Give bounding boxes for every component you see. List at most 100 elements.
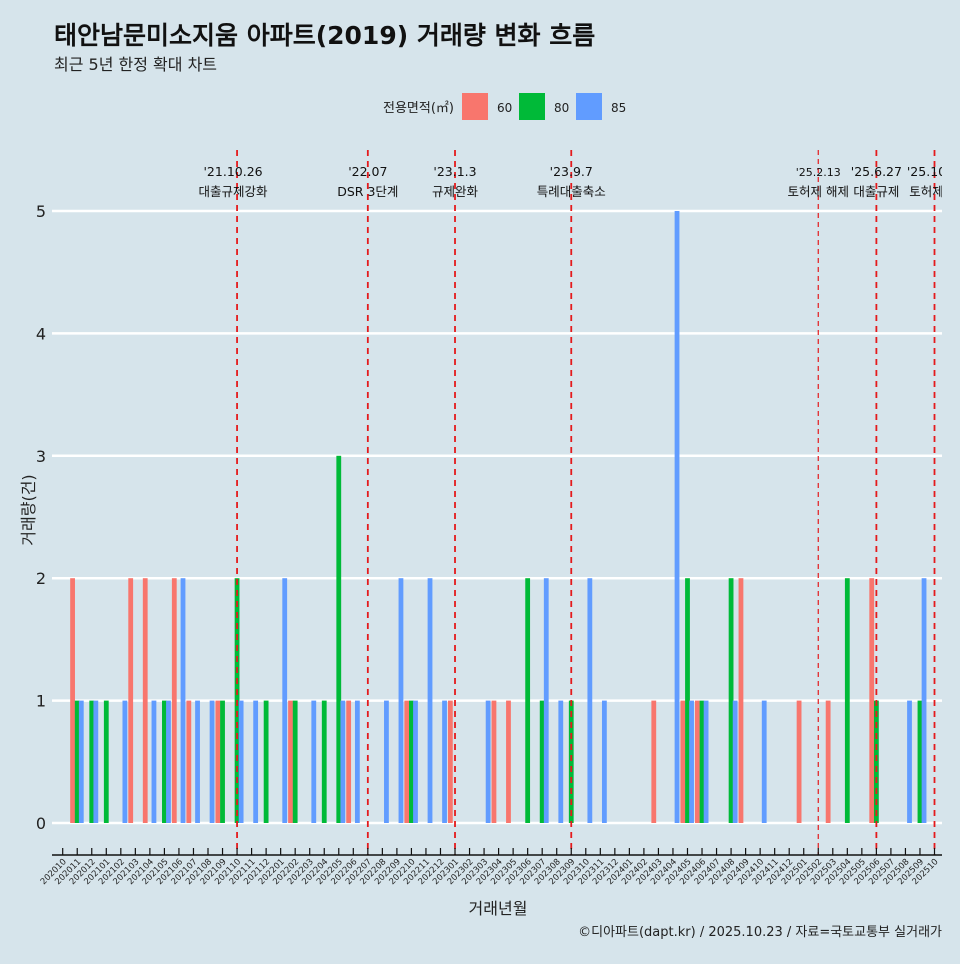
bar-85-202303	[485, 700, 491, 823]
event-date: '23.1.3	[433, 164, 476, 179]
bar-60-202103	[128, 578, 134, 823]
bar-85-202410	[761, 700, 767, 823]
bar-80-202012	[89, 700, 95, 823]
bar-85-202102	[122, 700, 128, 823]
bar-85-202108	[209, 700, 215, 823]
legend-swatch-60	[462, 93, 488, 120]
event-label: 토허제 해제	[788, 184, 849, 199]
bar-80-202306	[525, 578, 531, 823]
y-tick-label: 1	[36, 692, 46, 711]
legend-title: 전용면적(㎡)	[383, 101, 454, 116]
bar-80-202205	[336, 455, 342, 823]
bar-85-202110	[238, 700, 244, 823]
bar-85-202406	[703, 700, 709, 823]
bar-80-202204	[321, 700, 327, 823]
legend: 전용면적(㎡) 60 80 85	[383, 93, 626, 120]
bar-60-202304	[491, 700, 497, 823]
bar-60-202403	[651, 700, 657, 823]
event-label: 규제완화	[432, 184, 479, 199]
bar-85-202012	[93, 700, 99, 823]
event-lines: '21.10.26 대출규제강화 '22.07 DSR 3단계 '23.1.3 규제완화 '…	[199, 150, 946, 855]
bar-85-202508	[907, 700, 912, 823]
bar-80-202506	[873, 700, 879, 823]
bar-80-202408	[728, 578, 734, 823]
bar-80-202011	[74, 700, 80, 823]
y-tick-label: 5	[36, 202, 46, 221]
bar-60-202501	[796, 700, 802, 823]
bar-60-202104	[142, 578, 148, 823]
bar-80-202307	[539, 700, 545, 823]
chart-subtitle: 최근 5년 한정 확대 차트	[54, 55, 217, 74]
bar-80-202101	[103, 700, 109, 823]
bar-60-202106	[171, 578, 177, 823]
y-tick-label: 2	[36, 569, 46, 588]
bar-60-202206	[346, 700, 352, 823]
bar-85-202212	[442, 700, 447, 823]
bar-60-202202	[288, 700, 293, 823]
y-axis-label: 거래량(건)	[19, 474, 38, 545]
bar-80-202309	[568, 700, 574, 823]
bar-60-202506	[869, 578, 875, 823]
bar-60-202503	[825, 700, 831, 823]
bar-80-202105	[162, 700, 167, 823]
bar-60-202301	[447, 700, 453, 823]
bar-85-202310	[587, 578, 593, 823]
y-tick-label: 3	[36, 447, 46, 466]
bar-80-202112	[263, 700, 269, 823]
bar-80-202406	[699, 700, 705, 823]
bars	[70, 211, 927, 823]
event-label: 대출규제강화	[199, 184, 269, 199]
chart-title: 태안남문미소지움 아파트(2019) 거래량 변화 흐름	[54, 21, 595, 50]
event-label: 토허제	[909, 184, 944, 199]
bar-85-202209	[398, 578, 404, 823]
legend-swatch-85	[576, 93, 602, 120]
bar-85-202203	[311, 700, 317, 823]
bar-80-202405	[685, 578, 690, 823]
event-date: '23.9.7	[550, 164, 593, 179]
bar-60-202305	[506, 700, 511, 823]
bar-85-202210	[413, 700, 418, 823]
bar-60-202107	[186, 700, 192, 823]
bar-80-202509	[917, 700, 923, 823]
bar-85-202308	[558, 700, 564, 823]
bar-85-202201	[282, 578, 288, 823]
bar-60-202011	[70, 578, 75, 823]
caption: ©디아파트(dapt.kr) / 2025.10.23 / 자료=국토교통부 실…	[578, 925, 942, 940]
bar-85-202111	[253, 700, 259, 823]
x-axis-label: 거래년월	[469, 899, 528, 918]
bar-80-202504	[844, 578, 850, 823]
bar-60-202409	[738, 578, 744, 823]
bar-80-202210	[409, 700, 414, 823]
bar-85-202404	[674, 211, 680, 823]
legend-swatch-80	[519, 93, 545, 120]
bar-85-202208	[384, 700, 389, 823]
bar-85-202104	[151, 700, 157, 823]
legend-label: 85	[611, 101, 626, 115]
event-label: 특례대출축소	[537, 184, 606, 199]
event-label: 대출규제	[853, 184, 899, 199]
bar-60-202210	[404, 700, 410, 823]
bar-85-202206	[354, 700, 360, 823]
event-date: '25.6.27	[851, 164, 902, 179]
bar-60-202109	[215, 700, 221, 823]
bar-80-202109	[220, 700, 225, 823]
bar-85-202307	[543, 578, 549, 823]
y-tick-label: 4	[36, 324, 46, 343]
event-label: DSR 3단계	[337, 184, 398, 199]
bar-85-202107	[195, 700, 200, 823]
bar-60-202405	[680, 700, 686, 823]
bar-85-202405	[689, 700, 694, 823]
bar-80-202202	[292, 700, 298, 823]
bar-85-202311	[601, 700, 607, 823]
bar-85-202105	[166, 700, 171, 823]
legend-label: 80	[554, 101, 569, 115]
grid	[52, 209, 942, 825]
legend-label: 60	[497, 101, 512, 115]
event-date: '22.07	[348, 164, 387, 179]
event-date: '25.10	[907, 164, 946, 179]
bar-85-202509	[921, 578, 927, 823]
y-tick-label: 0	[36, 814, 46, 833]
bar-85-202408	[732, 700, 738, 823]
bar-85-202211	[427, 578, 433, 823]
